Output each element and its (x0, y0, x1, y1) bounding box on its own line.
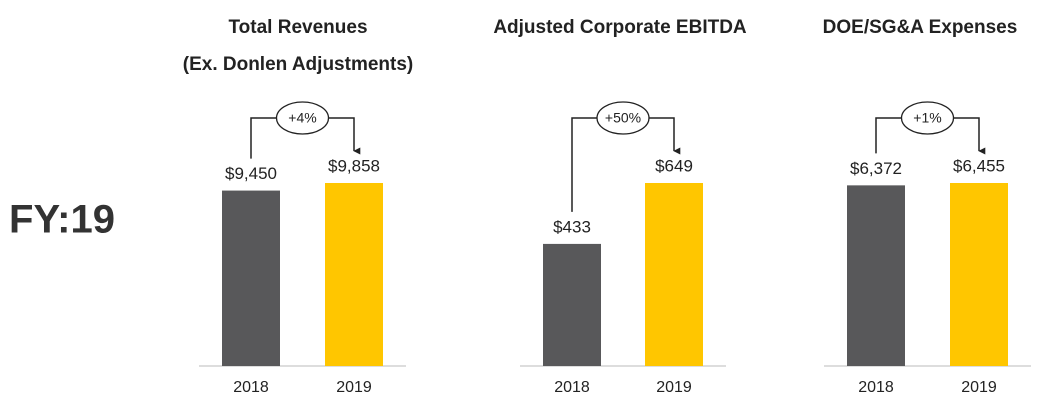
bar (645, 183, 703, 366)
value-label: $649 (655, 156, 693, 175)
value-label: $433 (553, 217, 591, 236)
chart-title: Total Revenues (228, 17, 367, 38)
chart-title: Adjusted Corporate EBITDA (493, 17, 747, 38)
growth-badge (275, 101, 330, 135)
growth-label: +1% (913, 110, 941, 126)
growth-badge (900, 101, 955, 135)
chart-title: DOE/SG&A Expenses (823, 17, 1018, 38)
x-tick-label: 2018 (554, 379, 590, 396)
bar (222, 190, 280, 366)
growth-label: +4% (288, 110, 316, 126)
bar (325, 183, 383, 366)
growth-label: +50% (605, 110, 641, 126)
x-tick-label: 2019 (336, 379, 372, 396)
x-tick-label: 2018 (858, 379, 894, 396)
x-tick-label: 2019 (961, 379, 997, 396)
x-tick-label: 2019 (656, 379, 692, 396)
chart-subtitle: (Ex. Donlen Adjustments) (183, 54, 413, 75)
heading: FY:19 (9, 198, 115, 242)
value-label: $9,450 (225, 164, 277, 183)
value-label: $6,372 (850, 159, 902, 178)
value-label: $6,455 (953, 156, 1005, 175)
bar (950, 183, 1008, 366)
growth-badge (596, 101, 650, 135)
bar (543, 243, 601, 366)
x-tick-label: 2018 (233, 379, 269, 396)
bar (847, 185, 905, 366)
value-label: $9,858 (328, 156, 380, 175)
